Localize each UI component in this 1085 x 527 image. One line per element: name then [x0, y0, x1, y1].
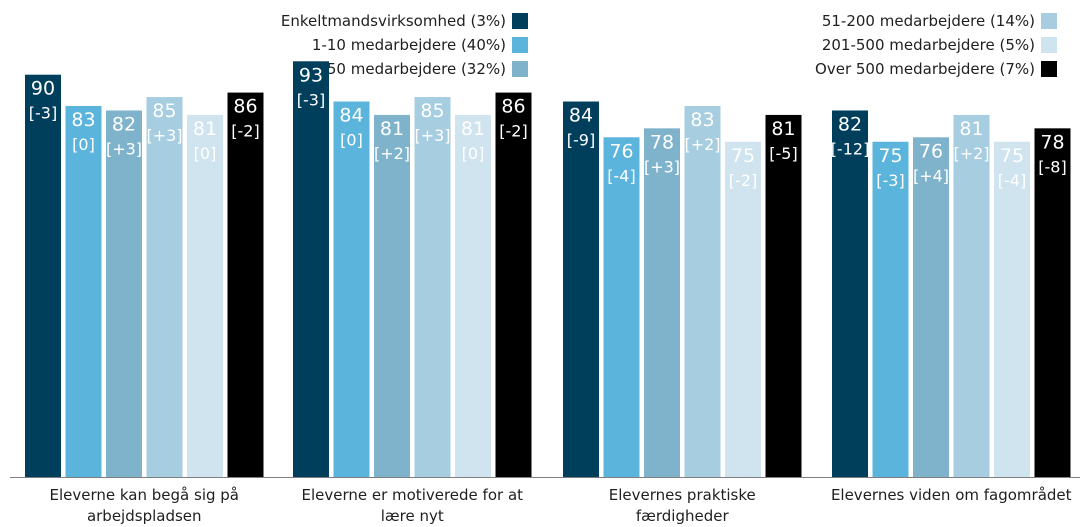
change-label-4-6: [-8]	[1038, 157, 1066, 176]
bar-4-6	[1034, 128, 1071, 477]
bar-3-2	[603, 137, 640, 477]
bar-3-3	[644, 128, 680, 477]
change-label-3-2: [-4]	[607, 166, 635, 185]
change-label-2-1: [-3]	[297, 90, 325, 109]
value-label-2-4: 85	[420, 100, 444, 122]
category-label-3-line-1: Elevernes praktiske	[609, 486, 756, 504]
category-label-1-line-2: arbejdspladsen	[87, 507, 202, 525]
value-label-4-6: 78	[1040, 131, 1064, 153]
bar-3-1	[563, 101, 599, 478]
category-label-1-line-1: Eleverne kan begå sig på	[50, 486, 240, 504]
bar-1-4	[146, 97, 183, 478]
change-label-4-5: [-4]	[998, 171, 1026, 190]
change-label-2-5: [0]	[462, 144, 485, 163]
value-label-1-4: 85	[152, 100, 176, 122]
bar-4-5	[994, 141, 1030, 477]
value-label-3-3: 78	[650, 131, 674, 153]
bar-1-2	[65, 105, 102, 478]
bar-1-3	[106, 110, 142, 478]
change-label-3-5: [-2]	[729, 171, 757, 190]
change-label-4-3: [+4]	[913, 166, 949, 185]
value-label-2-2: 84	[339, 105, 363, 127]
bar-3-5	[725, 141, 761, 477]
change-label-1-1: [-3]	[29, 104, 57, 123]
legend-label-5: 201-500 medarbejdere (5%)	[822, 36, 1035, 54]
value-label-4-5: 75	[1000, 145, 1024, 167]
value-label-1-5: 81	[193, 118, 217, 140]
value-label-2-1: 93	[299, 64, 323, 86]
change-label-2-2: [0]	[340, 131, 363, 150]
value-label-2-3: 81	[380, 118, 404, 140]
value-label-3-2: 76	[609, 140, 633, 162]
value-label-1-6: 86	[233, 96, 257, 118]
change-label-1-2: [0]	[72, 135, 95, 154]
change-label-3-6: [-5]	[769, 144, 797, 163]
change-label-3-1: [-9]	[567, 131, 595, 150]
change-label-3-3: [+3]	[644, 157, 680, 176]
value-label-3-6: 81	[771, 118, 795, 140]
change-label-2-3: [+2]	[374, 144, 410, 163]
bar-4-1	[832, 110, 868, 478]
category-label-2-line-1: Eleverne er motiverede for at	[301, 486, 523, 504]
value-label-4-2: 75	[878, 145, 902, 167]
bar-2-6	[495, 92, 532, 477]
legend-label-2: 1-10 medarbejdere (40%)	[312, 36, 506, 54]
value-label-1-1: 90	[31, 78, 55, 100]
category-label-2-line-2: lære nyt	[381, 507, 444, 525]
bar-4-3	[913, 137, 949, 477]
value-label-2-6: 86	[501, 96, 525, 118]
bar-2-1	[293, 61, 329, 477]
change-label-1-3: [+3]	[106, 139, 142, 158]
legend-swatch-5	[1041, 37, 1057, 53]
change-label-1-4: [+3]	[146, 126, 182, 145]
value-label-3-4: 83	[690, 109, 714, 131]
legend-label-3: 11-50 medarbejdere (32%)	[302, 60, 506, 78]
legend-swatch-4	[1041, 13, 1057, 29]
value-label-4-4: 81	[959, 118, 983, 140]
bar-3-4	[684, 105, 721, 478]
category-label-3-line-2: færdigheder	[636, 507, 730, 525]
legend-label-4: 51-200 medarbejdere (14%)	[822, 12, 1035, 30]
bar-1-6	[227, 92, 264, 477]
change-label-1-6: [-2]	[231, 122, 259, 141]
bar-2-2	[333, 101, 370, 478]
legend-label-1: Enkeltmandsvirksomhed (3%)	[281, 12, 506, 30]
bar-4-2	[872, 141, 909, 477]
value-label-2-5: 81	[461, 118, 485, 140]
change-label-4-4: [+2]	[953, 144, 989, 163]
change-label-4-1: [-12]	[831, 139, 870, 158]
value-label-1-3: 82	[112, 113, 136, 135]
bar-3-6	[765, 114, 802, 478]
value-label-3-1: 84	[569, 105, 593, 127]
legend-swatch-1	[512, 13, 528, 29]
change-label-1-5: [0]	[194, 144, 217, 163]
value-label-3-5: 75	[731, 145, 755, 167]
legend-swatch-2	[512, 37, 528, 53]
change-label-2-6: [-2]	[499, 122, 527, 141]
value-label-1-2: 83	[71, 109, 95, 131]
change-label-4-2: [-3]	[876, 171, 904, 190]
bar-2-3	[374, 114, 410, 478]
value-label-4-1: 82	[838, 113, 862, 135]
bar-4-4	[953, 114, 990, 478]
change-label-2-4: [+3]	[414, 126, 450, 145]
category-label-4-line-1: Elevernes viden om fagområdet	[831, 486, 1072, 504]
change-label-3-4: [+2]	[684, 135, 720, 154]
legend-label-6: Over 500 medarbejdere (7%)	[815, 60, 1035, 78]
value-label-4-3: 76	[919, 140, 943, 162]
bar-2-4	[414, 97, 451, 478]
legend-swatch-6	[1041, 61, 1057, 77]
legend-swatch-3	[512, 61, 528, 77]
bar-2-5	[455, 114, 491, 478]
bar-1-5	[187, 114, 223, 478]
bar-1-1	[25, 74, 61, 477]
